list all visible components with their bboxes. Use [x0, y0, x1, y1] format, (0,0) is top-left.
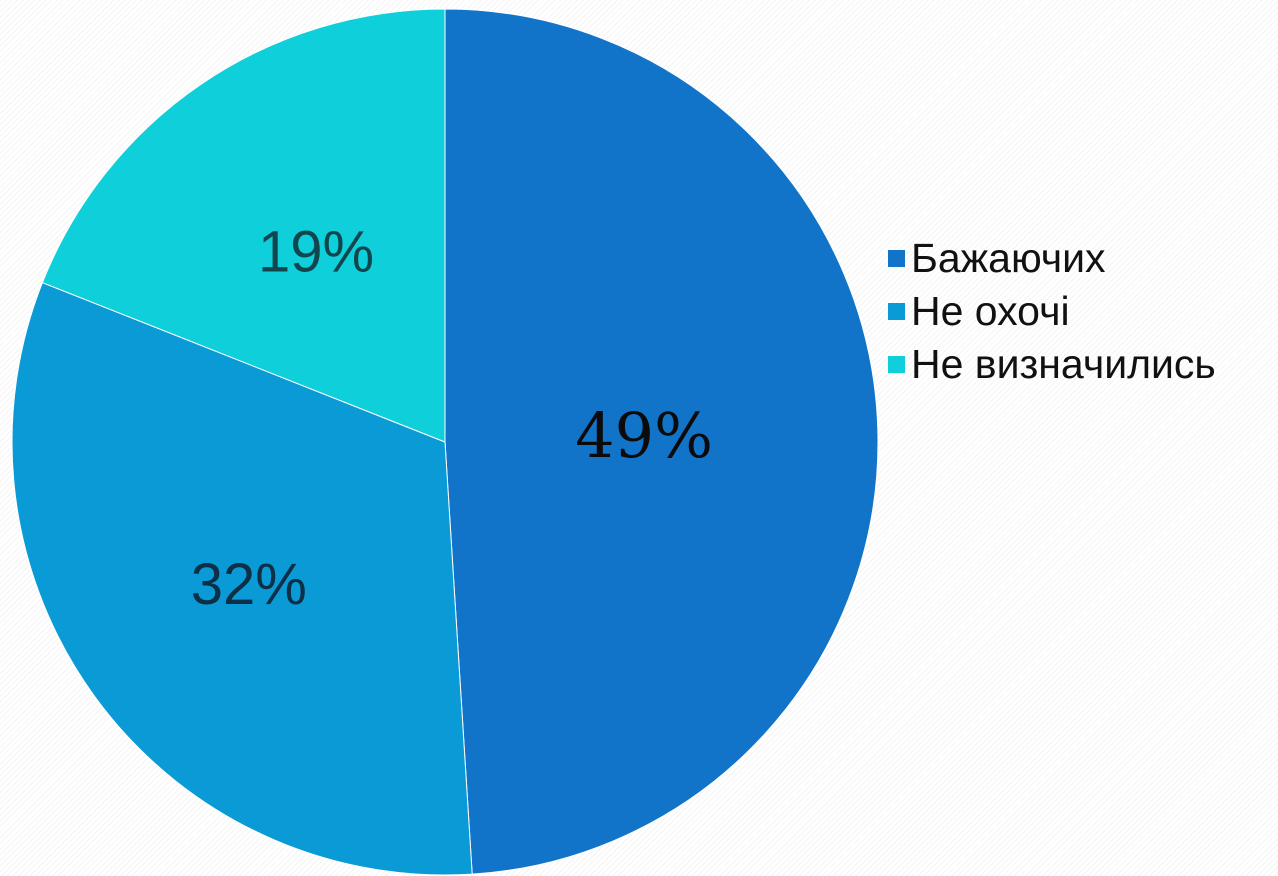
data-label-ne-okhochi: 32% — [191, 552, 307, 617]
legend-item-ne-okhochi: Не охочі — [888, 285, 1216, 338]
data-label-ne-vyznachylys: 19% — [258, 220, 374, 285]
legend-swatch-ne-vyznachylys — [888, 356, 905, 373]
legend-label-bazhaiuchykh: Бажаючих — [911, 235, 1106, 281]
pie-slice-ne-vyznachylys — [41, 8, 446, 443]
pie-slice-ne-okhochi — [11, 281, 473, 876]
pie-slices — [11, 8, 879, 876]
chart-legend: Бажаючих Не охочі Не визначились — [888, 232, 1216, 391]
legend-swatch-ne-okhochi — [888, 303, 905, 320]
legend-label-ne-vyznachylys: Не визначились — [911, 341, 1216, 387]
legend-swatch-bazhaiuchykh — [888, 250, 905, 267]
data-label-bazhaiuchykh: 49% — [575, 399, 713, 472]
legend-label-ne-okhochi: Не охочі — [911, 288, 1070, 334]
pie-slice-bazhaiuchykh — [444, 8, 879, 875]
legend-item-bazhaiuchykh: Бажаючих — [888, 232, 1216, 285]
legend-item-ne-vyznachylys: Не визначились — [888, 338, 1216, 391]
pie-data-labels: 49% 32% 19% — [191, 220, 713, 617]
